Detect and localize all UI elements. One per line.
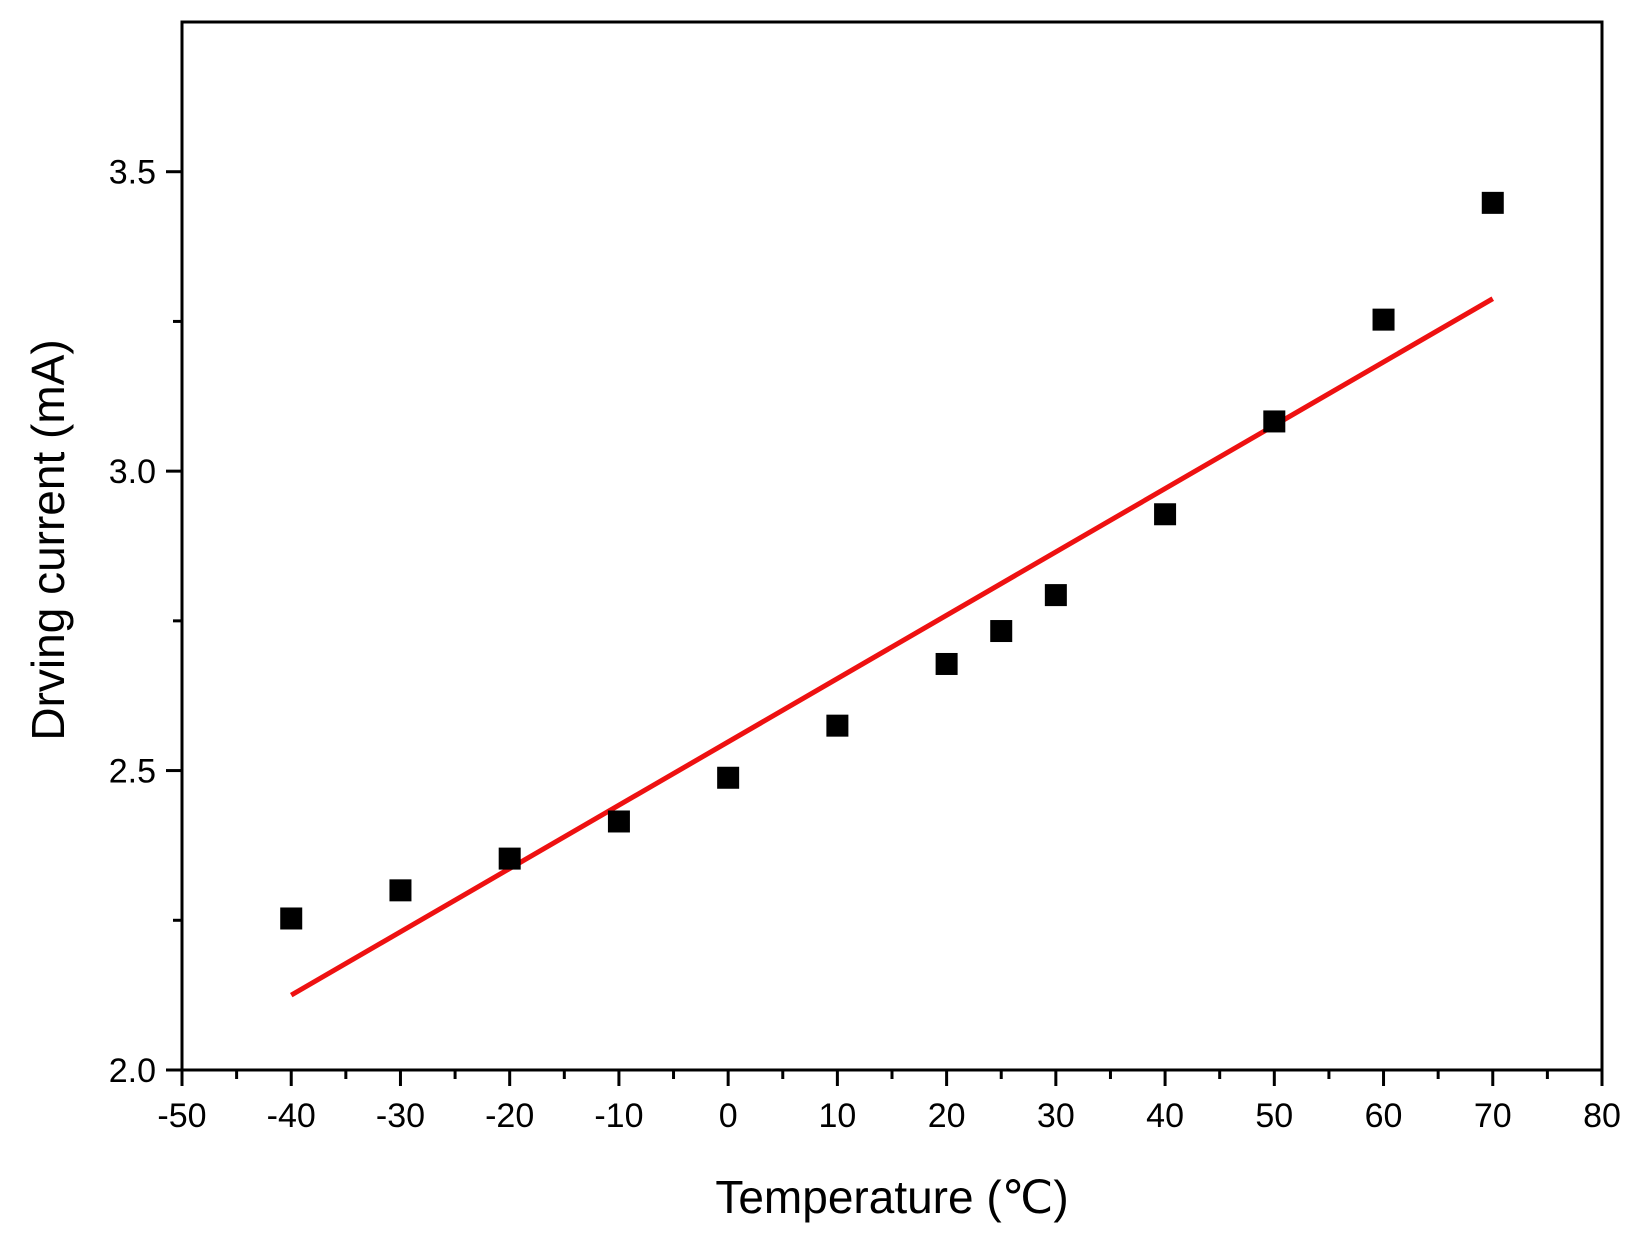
x-tick-label: 10 (818, 1097, 856, 1135)
y-tick-label: 3.5 (109, 154, 156, 192)
data-point (498, 847, 521, 870)
data-point (1044, 584, 1067, 607)
x-tick-label: -50 (157, 1097, 206, 1135)
data-point (935, 652, 958, 675)
data-point (607, 810, 630, 833)
x-tick-label: 70 (1474, 1097, 1512, 1135)
y-tick-label: 2.5 (109, 753, 156, 791)
x-tick-label: -10 (594, 1097, 643, 1135)
x-tick-label: 40 (1146, 1097, 1184, 1135)
data-point (280, 907, 303, 930)
y-tick-label: 2.0 (109, 1052, 156, 1090)
data-point (1263, 410, 1286, 433)
x-tick-label: -30 (376, 1097, 425, 1135)
y-axis-tick-labels: 2.0 2.5 3.0 3.5 (109, 154, 156, 1090)
x-axis-tick-labels: -50 -40 -30 -20 -10 0 10 20 30 40 50 60 70 80 (157, 1097, 1620, 1135)
x-tick-label: 50 (1255, 1097, 1293, 1135)
plot-frame (180, 20, 1604, 1072)
data-point (1481, 191, 1504, 214)
data-point (1154, 503, 1177, 526)
y-axis-title: Drving current (mA) (22, 339, 74, 740)
x-tick-label: 20 (928, 1097, 966, 1135)
fit-line-layer (289, 296, 1495, 998)
y-tick-label: 3.0 (109, 453, 156, 491)
y-axis-ticks (166, 170, 182, 1072)
x-tick-label: 80 (1583, 1097, 1621, 1135)
data-point (1372, 308, 1395, 331)
x-tick-label: -40 (267, 1097, 316, 1135)
x-tick-label: -20 (485, 1097, 534, 1135)
data-point (826, 714, 849, 737)
x-axis-ticks (180, 1070, 1604, 1086)
data-point (717, 766, 740, 789)
data-point (990, 620, 1013, 643)
x-tick-label: 0 (719, 1097, 738, 1135)
data-points-layer (280, 191, 1504, 930)
linear-fit-line (289, 296, 1495, 998)
x-tick-label: 30 (1037, 1097, 1075, 1135)
x-axis-title: Temperature (℃) (715, 1171, 1068, 1223)
data-point (389, 879, 412, 902)
x-tick-label: 60 (1365, 1097, 1403, 1135)
